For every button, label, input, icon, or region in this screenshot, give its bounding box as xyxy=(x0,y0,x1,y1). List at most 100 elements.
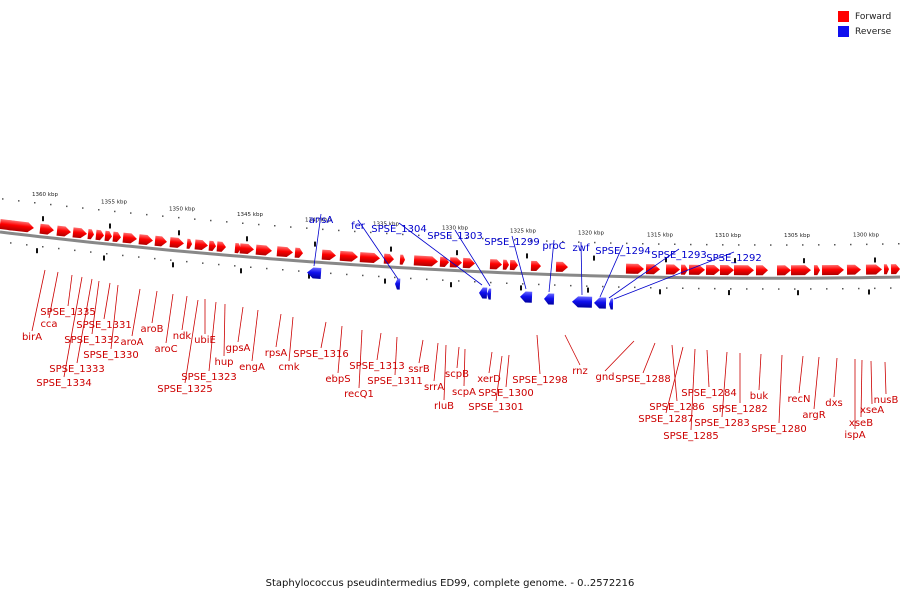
forward-gene-arrow xyxy=(122,232,137,244)
minor-tick xyxy=(240,268,242,274)
track-dot xyxy=(122,254,124,257)
track-dot xyxy=(722,244,724,246)
forward-gene-arrow xyxy=(194,239,208,251)
forward-gene-arrow xyxy=(846,264,861,275)
track-dot xyxy=(194,218,196,220)
leader-line xyxy=(599,244,624,298)
track-dot xyxy=(778,288,780,290)
reverse-genes xyxy=(307,267,614,310)
minor-tick xyxy=(109,223,111,229)
track-dot xyxy=(234,265,236,267)
forward-gene-label: SPSE_1298 xyxy=(512,375,568,386)
leader-line xyxy=(313,213,322,267)
reverse-gene-arrow xyxy=(572,296,593,308)
leader-line xyxy=(376,332,382,361)
track-dot xyxy=(754,244,756,246)
track-dot xyxy=(530,239,532,242)
reverse-gene-arrow xyxy=(594,297,607,309)
leader-line xyxy=(758,353,762,391)
track-dot xyxy=(746,288,748,290)
leader-line xyxy=(165,293,174,344)
track-dot xyxy=(98,209,100,211)
leader-line xyxy=(63,276,83,378)
forward-gene-arrow xyxy=(462,257,475,269)
forward-gene-arrow xyxy=(755,265,768,276)
leader-line xyxy=(671,344,678,402)
track-dot xyxy=(218,263,220,266)
track-dot xyxy=(834,244,836,246)
scale-tick-label: 1300 kbp xyxy=(853,233,879,239)
track-dot xyxy=(810,288,812,290)
scale-tick-label: 1310 kbp xyxy=(715,233,741,239)
forward-gene-arrow xyxy=(294,247,303,258)
track-dot xyxy=(178,216,180,219)
forward-gene-arrow xyxy=(733,265,754,276)
leader-line xyxy=(251,309,259,362)
forward-gene-arrow xyxy=(865,264,882,275)
track-dot xyxy=(882,243,884,245)
leader-line xyxy=(665,346,684,414)
forward-gene-label: SPSE_1287 xyxy=(638,414,694,425)
track-dot xyxy=(794,288,796,290)
scale-tick-label: 1345 kbp xyxy=(237,212,263,218)
minor-tick xyxy=(868,289,870,295)
track-dot xyxy=(226,221,228,223)
legend-item-forward: Forward xyxy=(838,9,891,24)
track-dot xyxy=(330,272,332,275)
track-dot xyxy=(842,288,844,290)
forward-gene-label: scpA xyxy=(452,387,476,398)
leader-line xyxy=(488,351,493,374)
reverse-gene-arrow xyxy=(520,291,533,303)
forward-gene-arrow xyxy=(7,220,34,233)
track-dot xyxy=(354,230,356,233)
reverse-gene-arrow xyxy=(609,298,614,310)
track-dot xyxy=(58,247,60,250)
scale-tick-label: 1340 kbp xyxy=(305,217,331,223)
leader-line xyxy=(398,222,483,286)
legend: Forward Reverse xyxy=(838,9,891,39)
track-dot xyxy=(290,226,292,228)
backbone-line xyxy=(0,230,900,280)
reverse-gene-arrow xyxy=(395,278,401,290)
forward-gene-label: SPSE_1282 xyxy=(712,404,768,415)
track-dot xyxy=(594,241,596,244)
track-dot xyxy=(650,287,652,289)
track-dot xyxy=(682,287,684,289)
forward-gene-arrow xyxy=(255,244,272,256)
forward-gene-label: dxs xyxy=(825,398,842,409)
leader-line xyxy=(884,361,887,395)
track-dot xyxy=(162,215,164,217)
legend-item-reverse: Reverse xyxy=(838,24,891,39)
scale-tick-label: 1305 kbp xyxy=(784,233,810,239)
reverse-gene-arrow xyxy=(307,267,322,279)
scale-tick-label: 1335 kbp xyxy=(373,222,399,228)
minor-tick xyxy=(520,285,522,291)
minor-tick xyxy=(42,216,44,222)
track-dot xyxy=(730,288,732,290)
forward-gene-arrow xyxy=(645,264,660,275)
forward-gene-label: SPSE_1323 xyxy=(181,372,237,383)
leader-line xyxy=(548,239,555,293)
track-dot xyxy=(402,233,404,236)
track-dot xyxy=(506,282,508,284)
leader-line xyxy=(103,282,111,320)
track-dot xyxy=(666,287,668,289)
track-dot xyxy=(434,235,436,237)
forward-gene-label: srrA xyxy=(424,382,444,393)
track-dot xyxy=(338,229,340,232)
reverse-gene-arrow xyxy=(544,293,555,305)
leader-line xyxy=(456,346,460,369)
track-dot xyxy=(450,236,452,238)
forward-gene-label: SPSE_1286 xyxy=(649,402,705,413)
reverse-gene-label: zwf xyxy=(573,243,590,254)
track-dot xyxy=(378,275,380,278)
leader-line xyxy=(860,359,863,418)
track-dot xyxy=(258,223,260,226)
forward-gene-label: SPSE_1332 xyxy=(64,335,120,346)
track-dot xyxy=(618,286,620,288)
leader-line xyxy=(443,344,447,401)
track-dot xyxy=(690,243,692,246)
forward-gene-label: SPSE_1334 xyxy=(36,378,92,389)
leader-line xyxy=(833,357,838,398)
